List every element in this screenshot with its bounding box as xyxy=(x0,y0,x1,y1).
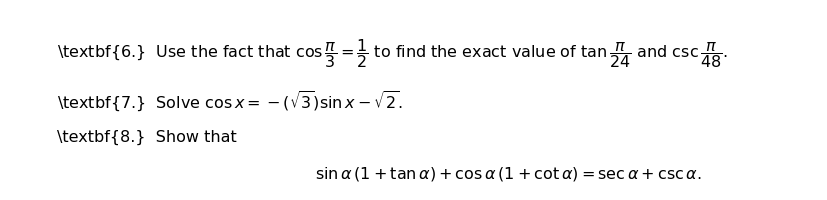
Text: \textbf{6.}  Use the fact that $\cos\dfrac{\pi}{3} = \dfrac{1}{2}$ to find the e: \textbf{6.} Use the fact that $\cos\dfra… xyxy=(57,37,728,70)
Text: $\sin\alpha\,(1 + \tan\alpha) + \cos\alpha\,(1 + \cot\alpha) = \sec\alpha + \csc: $\sin\alpha\,(1 + \tan\alpha) + \cos\alp… xyxy=(315,165,701,183)
Text: \textbf{8.}  Show that: \textbf{8.} Show that xyxy=(57,130,237,145)
Text: \textbf{7.}  Solve $\cos x = -(\sqrt{3})\sin x - \sqrt{2}$.: \textbf{7.} Solve $\cos x = -(\sqrt{3})\… xyxy=(57,89,403,114)
